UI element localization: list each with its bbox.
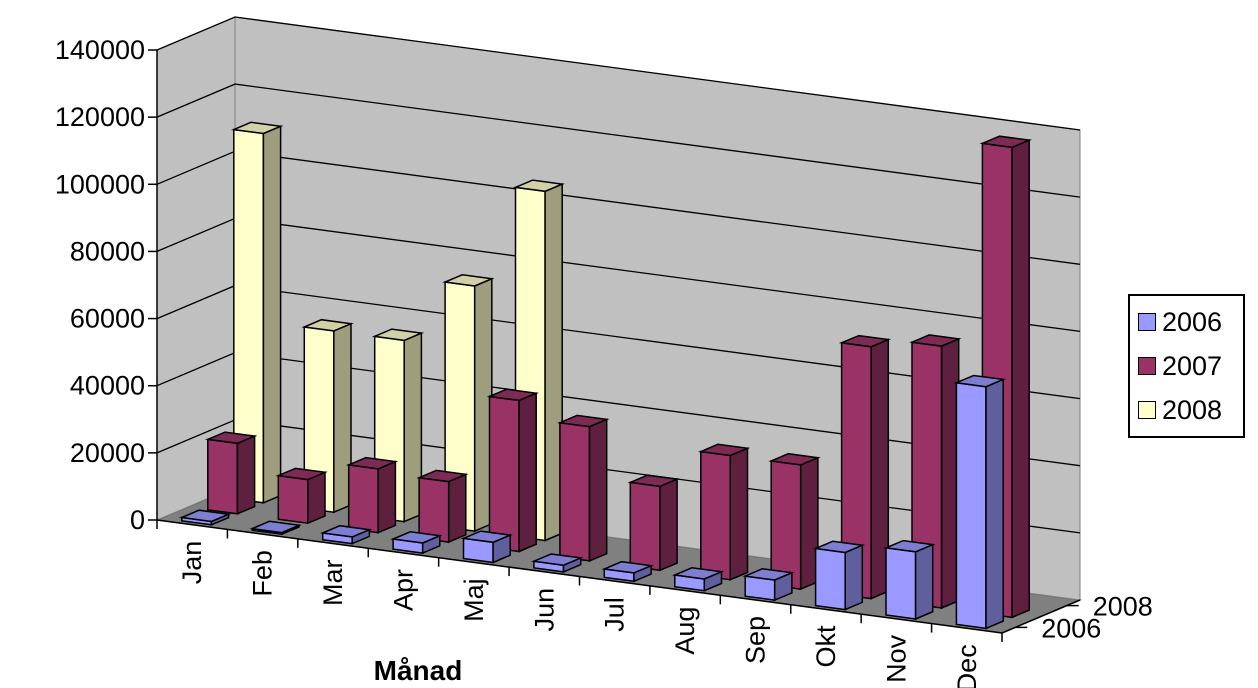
bar-2006-dec — [953, 374, 1007, 630]
gridline-120000 — [156, 83, 1081, 198]
chart-bars — [178, 121, 1033, 630]
bar-2006-feb — [249, 520, 302, 536]
bar-2008-feb — [301, 318, 354, 514]
x-tick-label-jun: Jun — [529, 588, 559, 632]
bar-2006-mar — [319, 524, 373, 545]
legend-swatch-2006 — [1138, 313, 1156, 331]
bar-2006-jul — [601, 560, 654, 583]
x-tick-label-aug: Aug — [670, 607, 700, 655]
y-tick-label-120000: 120000 — [55, 102, 145, 132]
y-tick-label-20000: 20000 — [70, 438, 145, 468]
bar-2007-jun — [557, 414, 610, 563]
y-tick-label-60000: 60000 — [70, 304, 145, 334]
bar-2006-aug — [671, 567, 725, 592]
x-axis-title: Månad — [374, 655, 463, 686]
legend: 2006 2007 2008 — [1128, 294, 1245, 438]
x-tick-label-dec: Dec — [952, 644, 982, 688]
bar-2007-jan — [204, 431, 258, 515]
y-tick-label-80000: 80000 — [70, 236, 145, 266]
bar-2007-mar — [345, 456, 399, 534]
legend-item-2006: 2006 — [1138, 302, 1222, 342]
bar-2007-feb — [275, 467, 328, 525]
depth-tick-label-2008: 2008 — [1093, 592, 1153, 622]
x-tick-label-maj: Maj — [459, 578, 489, 622]
x-tick-label-sep: Sep — [741, 616, 771, 664]
bar-2007-maj — [486, 388, 540, 553]
x-tick-label-feb: Feb — [248, 550, 278, 597]
legend-label-2006: 2006 — [1162, 306, 1223, 337]
y-tick-label-100000: 100000 — [55, 169, 145, 199]
bar-2006-maj — [460, 530, 514, 564]
bar-2006-jun — [531, 553, 584, 574]
x-axis-ticks: Jan Feb Mar Apr Maj Jun Jul Aug Sep Okt Nov Dec — [156, 520, 1003, 688]
legend-item-2008: 2008 — [1138, 390, 1222, 430]
depth-tick-label-2006: 2006 — [1041, 613, 1101, 643]
x-tick-label-apr: Apr — [389, 569, 419, 611]
bar-2006-apr — [390, 531, 443, 555]
y-axis-ticks: 0 20000 40000 60000 80000 100000 120000 140000 — [55, 35, 157, 535]
x-tick-label-jan: Jan — [177, 541, 207, 585]
x-tick-label-jul: Jul — [600, 597, 630, 632]
bar-2007-okt — [838, 334, 892, 600]
bar-2008-apr — [442, 274, 495, 533]
bar-2006-sep — [742, 568, 795, 602]
legend-label-2007: 2007 — [1162, 350, 1223, 381]
bar-2006-okt — [812, 540, 866, 611]
y-tick-label-40000: 40000 — [70, 371, 145, 401]
x-tick-label-okt: Okt — [811, 625, 841, 668]
x-tick-label-nov: Nov — [881, 634, 911, 683]
legend-swatch-2008 — [1138, 401, 1156, 419]
legend-swatch-2007 — [1138, 357, 1156, 375]
bar-2006-jan — [178, 509, 232, 526]
y-tick-label-0: 0 — [130, 505, 145, 535]
y-tick-label-140000: 140000 — [55, 35, 145, 65]
x-tick-label-mar: Mar — [318, 559, 348, 606]
bar-2007-apr — [416, 469, 469, 544]
bar-2008-jan — [230, 121, 284, 504]
bar-2006-nov — [883, 539, 936, 621]
legend-label-2008: 2008 — [1162, 394, 1223, 425]
bar-2007-aug — [697, 443, 751, 581]
legend-item-2007: 2007 — [1138, 346, 1222, 386]
bar-2007-sep — [768, 452, 821, 591]
bar-2007-jul — [627, 474, 680, 572]
gridline-140000 — [156, 16, 1081, 131]
